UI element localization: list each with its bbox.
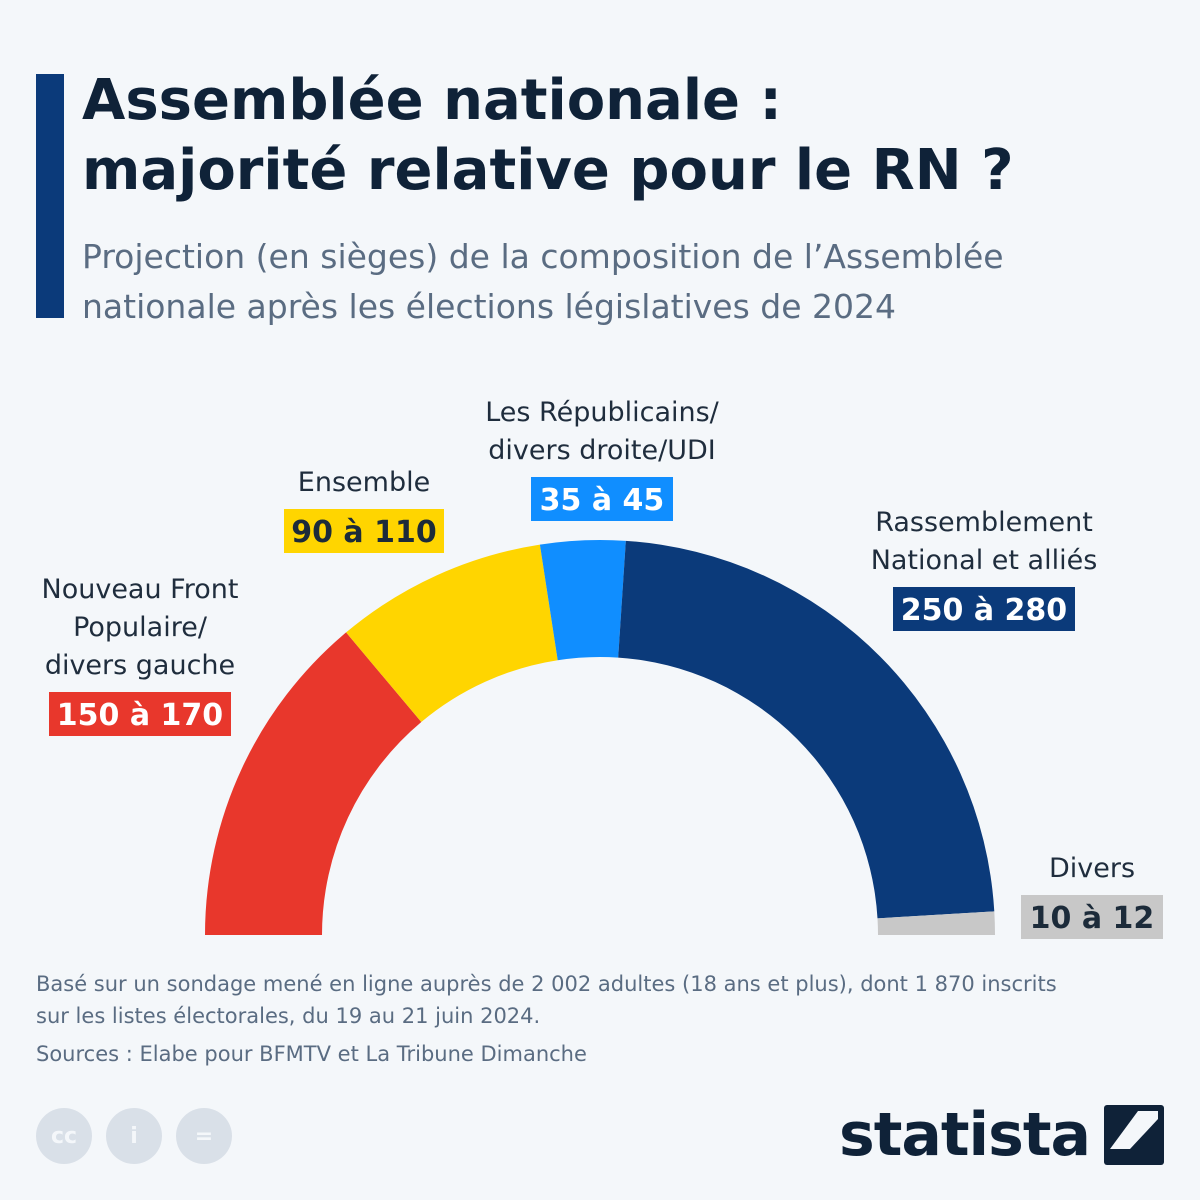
- segment-label-3: Rassemblement National et alliés 250 à 280: [871, 507, 1098, 631]
- brand-wordmark: statista: [838, 1100, 1091, 1170]
- hemicycle-segment-1: [346, 544, 558, 723]
- hemicycle-segment-0: [205, 632, 422, 935]
- title-accent-bar: [36, 74, 64, 318]
- source-note: Sources : Elabe pour BFMTV et La Tribune…: [36, 1042, 587, 1066]
- hemicycle-segment-4: [877, 911, 995, 935]
- segment-value-0: 150 à 170: [57, 698, 223, 733]
- segment-value-2: 35 à 45: [540, 483, 665, 518]
- method-note-line-2: sur les listes électorales, du 19 au 21 …: [36, 1004, 541, 1028]
- method-note-line-1: Basé sur un sondage mené en ligne auprès…: [36, 972, 1057, 996]
- segment-value-box-2: [531, 477, 673, 521]
- statista-logo-icon: [1104, 1105, 1164, 1165]
- hemicycle-segment-3: [618, 540, 995, 919]
- segment-name-3-line-0: Rassemblement: [875, 507, 1093, 538]
- title-line-2: majorité relative pour le RN ?: [82, 138, 1014, 203]
- method-note: Basé sur un sondage mené en ligne auprès…: [36, 968, 1166, 1032]
- segment-value-1: 90 à 110: [291, 515, 437, 550]
- segment-value-4: 10 à 12: [1030, 901, 1155, 936]
- segment-name-2-line-0: Les Républicains/: [485, 397, 719, 428]
- page-title: Assemblée nationale : majorité relative …: [82, 66, 1172, 206]
- segment-name-3-line-1: National et alliés: [871, 545, 1098, 576]
- segment-value-box-0: [49, 692, 231, 736]
- segment-name-4-line-0: Divers: [1049, 853, 1135, 884]
- segment-label-4: Divers 10 à 12: [1021, 853, 1163, 939]
- segment-name-1-line-0: Ensemble: [298, 467, 430, 498]
- license-icons: cc i =: [36, 1108, 232, 1164]
- attribution-icon[interactable]: i: [106, 1108, 162, 1164]
- segment-name-2-line-1: divers droite/UDI: [488, 435, 715, 466]
- segment-label-1: Ensemble 90 à 110: [284, 467, 444, 553]
- subtitle-line-2: nationale après les élections législativ…: [82, 287, 897, 326]
- segment-value-box-3: [893, 587, 1075, 631]
- segment-label-0: Nouveau Front Populaire/divers gauche 150 …: [42, 574, 239, 736]
- hemicycle-segment-2: [539, 540, 626, 661]
- page-subtitle: Projection (en sièges) de la composition…: [82, 232, 1172, 332]
- segment-value-box-4: [1021, 895, 1163, 939]
- no-derivatives-icon[interactable]: =: [176, 1108, 232, 1164]
- segment-name-0-line-1: Populaire/: [73, 612, 208, 643]
- cc-icon[interactable]: cc: [36, 1108, 92, 1164]
- segment-value-3: 250 à 280: [901, 593, 1067, 628]
- segment-value-box-1: [284, 509, 444, 553]
- segment-name-0-line-2: divers gauche: [45, 650, 235, 681]
- segment-label-2: Les Républicains/divers droite/UDI 35 à 4…: [485, 397, 720, 521]
- subtitle-line-1: Projection (en sièges) de la composition…: [82, 237, 1004, 276]
- segment-name-0-line-0: Nouveau Front: [42, 574, 239, 605]
- statista-brand[interactable]: statista: [839, 1100, 1164, 1170]
- title-line-1: Assemblée nationale :: [82, 68, 782, 133]
